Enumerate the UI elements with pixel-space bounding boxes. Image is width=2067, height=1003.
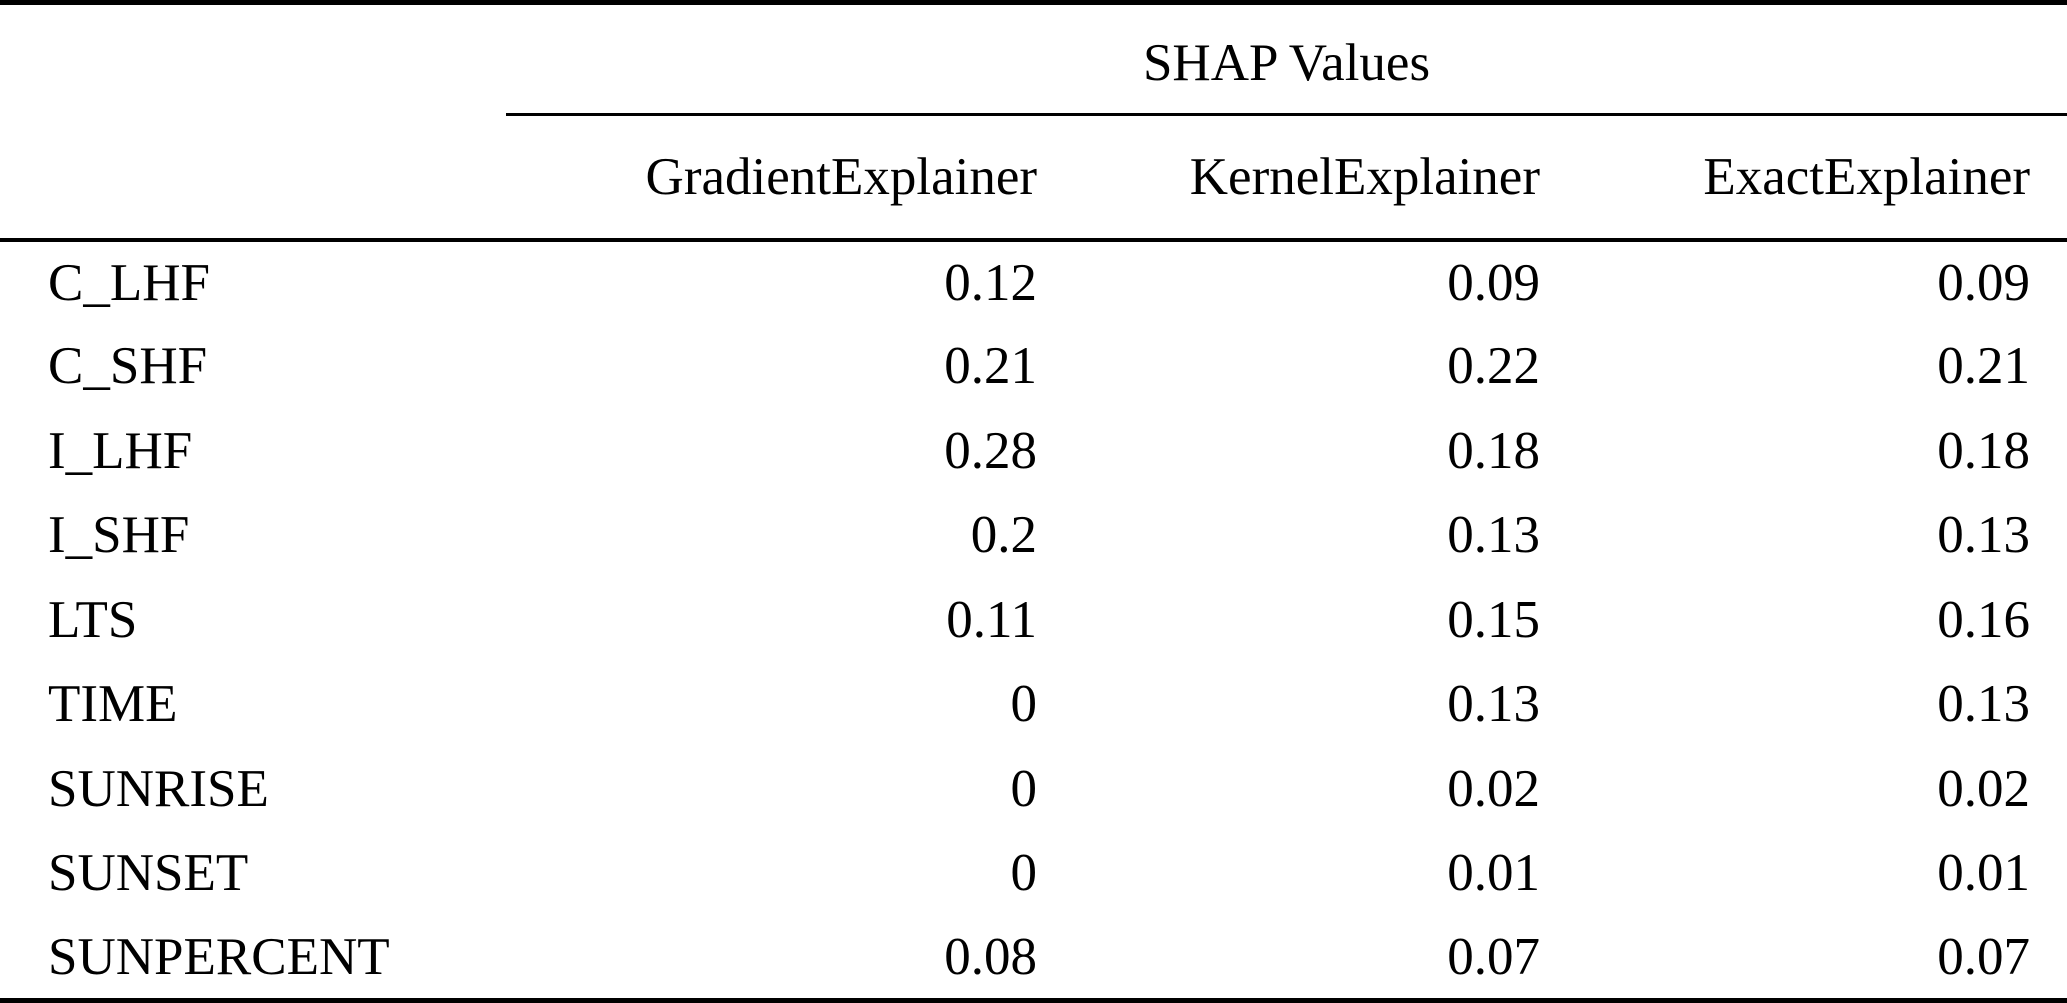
shap-value-cell: 0.09 [1447, 253, 1540, 312]
shap-value-cell: 0.07 [1937, 927, 2031, 986]
shap-value-cell: 0.11 [946, 590, 1037, 649]
feature-label: SUNSET [48, 844, 249, 903]
feature-label: SUNPERCENT [48, 927, 390, 986]
shap-value-cell: 0 [1010, 675, 1038, 734]
shap-value-cell: 0.18 [1937, 421, 2031, 480]
table-row: I_LHF 0.28 0.18 0.18 [0, 409, 2067, 494]
column-header-row: GradientExplainer KernelExplainer ExactE… [0, 114, 2067, 242]
feature-label: I_SHF [48, 506, 190, 565]
table-row: TIME 0 0.13 0.13 [0, 662, 2067, 747]
shap-value-cell: 0.21 [1937, 337, 2031, 396]
shap-value-cell: 0.07 [1447, 927, 1540, 986]
feature-label: SUNRISE [48, 759, 269, 818]
shap-value-cell: 0.13 [1447, 675, 1540, 734]
column-header-kernel-explainer: KernelExplainer [1062, 114, 1565, 242]
table-row: C_LHF 0.12 0.09 0.09 [0, 240, 2067, 325]
shap-value-cell: 0.13 [1447, 506, 1540, 565]
shap-value-cell: 0.08 [944, 927, 1037, 986]
table-row: SUNSET 0 0.01 0.01 [0, 831, 2067, 916]
table-row: C_SHF 0.21 0.22 0.21 [0, 324, 2067, 409]
shap-value-cell: 0.28 [944, 421, 1037, 480]
shap-value-cell: 0.21 [944, 337, 1037, 396]
feature-label: LTS [48, 590, 138, 649]
shap-value-cell: 0 [1010, 759, 1038, 818]
table-row: LTS 0.11 0.15 0.16 [0, 578, 2067, 663]
group-header-spacer [0, 3, 506, 115]
shap-value-cell: 0 [1010, 844, 1038, 903]
column-header-exact-explainer: ExactExplainer [1565, 114, 2067, 242]
shap-value-cell: 0.12 [944, 253, 1037, 312]
group-header-shap-values: SHAP Values [506, 2, 2067, 116]
feature-label: C_SHF [48, 337, 208, 396]
table-row: SUNPERCENT 0.08 0.07 0.07 [0, 916, 2067, 1001]
shap-value-cell: 0.22 [1447, 337, 1540, 396]
table-row: I_SHF 0.2 0.13 0.13 [0, 493, 2067, 578]
shap-value-cell: 0.15 [1447, 590, 1540, 649]
shap-value-cell: 0.09 [1937, 253, 2031, 312]
shap-value-cell: 0.13 [1937, 675, 2031, 734]
feature-label: TIME [48, 675, 178, 734]
feature-column-header [0, 114, 506, 242]
feature-label: C_LHF [48, 253, 210, 312]
shap-value-cell: 0.13 [1937, 506, 2031, 565]
feature-label: I_LHF [48, 421, 193, 480]
shap-value-cell: 0.02 [1447, 759, 1540, 818]
shap-value-cell: 0.02 [1937, 759, 2031, 818]
column-header-gradient-explainer: GradientExplainer [506, 114, 1062, 242]
shap-value-cell: 0.16 [1937, 590, 2031, 649]
group-header-row: SHAP Values [0, 2, 2067, 116]
shap-value-cell: 0.01 [1447, 844, 1540, 903]
table-row: SUNRISE 0 0.02 0.02 [0, 747, 2067, 832]
shap-value-cell: 0.2 [970, 506, 1037, 565]
shap-value-cell: 0.18 [1447, 421, 1540, 480]
shap-value-cell: 0.01 [1937, 844, 2031, 903]
